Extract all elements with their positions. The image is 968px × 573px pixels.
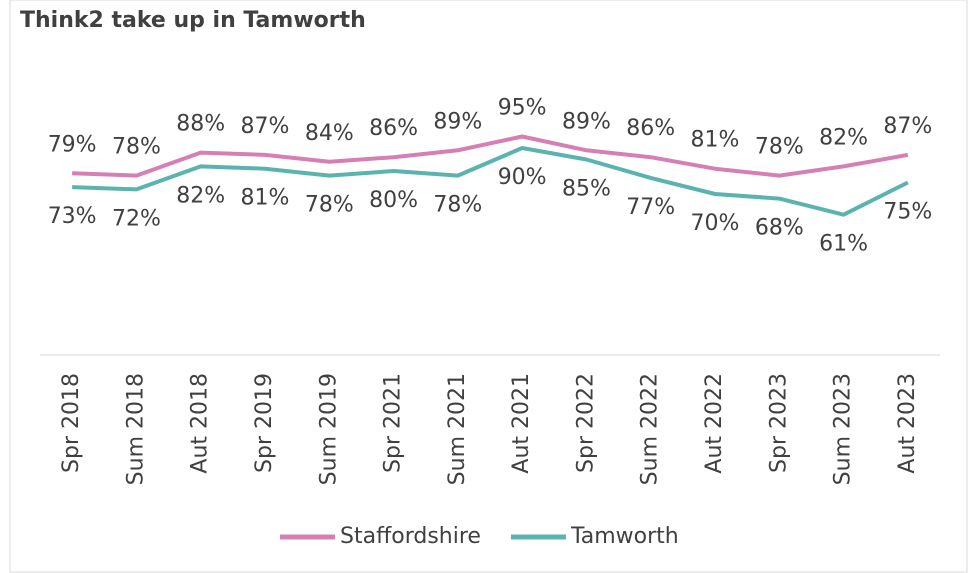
legend-label: Staffordshire (340, 524, 481, 549)
data-label: 79% (48, 132, 97, 157)
data-label: 72% (112, 206, 161, 231)
x-tick-label: Aut 2018 (188, 373, 213, 474)
x-tick-label: Aut 2023 (895, 373, 920, 474)
data-label: 87% (241, 114, 290, 139)
data-label: 85% (562, 177, 611, 202)
data-label: 80% (369, 188, 418, 213)
data-label: 78% (305, 193, 354, 218)
data-label: 89% (433, 109, 482, 134)
data-label: 77% (626, 195, 675, 220)
data-label: 75% (883, 200, 932, 225)
data-label: 82% (176, 183, 225, 208)
x-tick-label: Sum 2022 (638, 373, 663, 485)
data-label: 95% (498, 96, 547, 121)
x-tick-label: Aut 2022 (702, 373, 727, 474)
data-label: 86% (369, 116, 418, 141)
data-label: 81% (241, 186, 290, 211)
data-label: 90% (498, 165, 547, 190)
x-tick-label: Sum 2018 (123, 373, 148, 485)
data-label: 88% (176, 112, 225, 137)
x-tick-label: Sum 2023 (831, 373, 856, 485)
x-tick-label: Spr 2022 (573, 373, 598, 473)
x-tick-label: Sum 2021 (445, 373, 470, 485)
data-label: 87% (883, 114, 932, 139)
data-label: 89% (562, 109, 611, 134)
data-label: 86% (626, 116, 675, 141)
data-label: 82% (819, 125, 868, 150)
data-label: 68% (755, 216, 804, 241)
x-tick-label: Spr 2021 (381, 373, 406, 473)
legend-label: Tamworth (570, 524, 679, 549)
data-label: 70% (691, 211, 740, 236)
chart-border (9, 0, 968, 573)
data-label: 73% (48, 204, 97, 229)
x-tick-label: Aut 2021 (509, 373, 534, 474)
data-label: 81% (691, 128, 740, 153)
series-line (72, 146, 909, 217)
data-label: 78% (112, 135, 161, 160)
x-tick-label: Spr 2019 (252, 373, 277, 473)
chart-title: Think2 take up in Tamworth (20, 8, 366, 33)
data-label: 78% (755, 135, 804, 160)
x-tick-label: Spr 2023 (766, 373, 791, 473)
data-label: 84% (305, 121, 354, 146)
data-label: 61% (819, 232, 868, 257)
series-line (72, 134, 909, 178)
x-tick-label: Sum 2019 (316, 373, 341, 485)
x-tick-label: Spr 2018 (59, 373, 84, 473)
data-label: 78% (433, 193, 482, 218)
